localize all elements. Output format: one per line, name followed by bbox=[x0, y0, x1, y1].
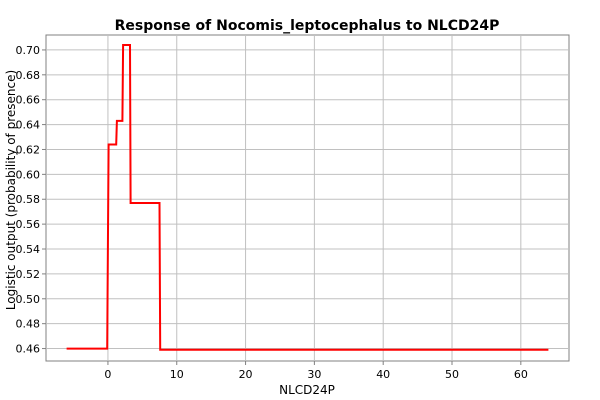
series-layer bbox=[66, 44, 549, 351]
y-tick-label: 0.64 bbox=[16, 119, 41, 132]
chart-title: Response of Nocomis_leptocephalus to NLC… bbox=[115, 18, 500, 34]
x-tick-label: 0 bbox=[104, 368, 111, 381]
gridlines bbox=[46, 35, 569, 361]
plot-area bbox=[45, 34, 570, 362]
response-curve bbox=[66, 44, 549, 351]
axis-ticks: 0 10 20 30 40 50 60 0.46 0.48 0.50 0.52 0.54 0.56 0.5… bbox=[16, 44, 528, 381]
y-tick-label: 0.56 bbox=[16, 218, 41, 231]
x-tick-label: 60 bbox=[514, 368, 528, 381]
y-tick-label: 0.60 bbox=[16, 168, 41, 181]
x-tick-label: 40 bbox=[376, 368, 390, 381]
y-tick-label: 0.58 bbox=[16, 193, 41, 206]
y-tick-label: 0.54 bbox=[16, 243, 41, 256]
y-tick-label: 0.50 bbox=[16, 293, 41, 306]
y-tick-label: 0.46 bbox=[16, 343, 41, 356]
y-tick-label: 0.66 bbox=[16, 94, 41, 107]
x-tick-label: 30 bbox=[307, 368, 321, 381]
y-tick-label: 0.52 bbox=[16, 268, 41, 281]
y-tick-label: 0.48 bbox=[16, 318, 41, 331]
x-tick-label: 10 bbox=[170, 368, 184, 381]
y-tick-label: 0.62 bbox=[16, 143, 41, 156]
y-axis-label: Logistic output (probability of presence… bbox=[4, 70, 18, 310]
y-tick-label: 0.68 bbox=[16, 69, 41, 82]
x-axis-label: NLCD24P bbox=[279, 383, 335, 397]
x-tick-label: 20 bbox=[239, 368, 253, 381]
x-tick-label: 50 bbox=[445, 368, 459, 381]
y-tick-label: 0.70 bbox=[16, 44, 41, 57]
